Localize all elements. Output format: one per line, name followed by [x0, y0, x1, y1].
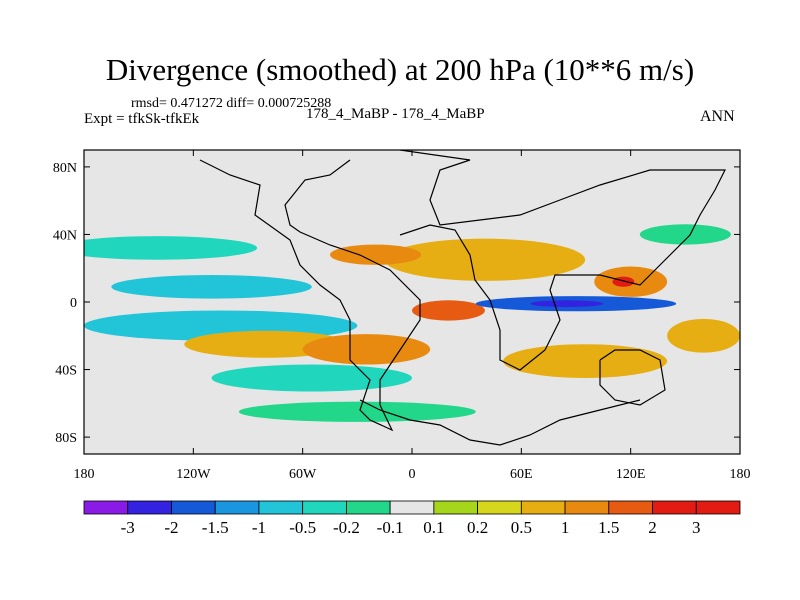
case-label: 178_4_MaBP - 178_4_MaBP: [306, 106, 485, 122]
colorbar-box: [389, 500, 435, 515]
field-nh-atlantic-pos: [330, 244, 422, 265]
chart-title: Divergence (smoothed) at 200 hPa (10**6 …: [105, 52, 695, 87]
x-tick-label: 120W: [176, 467, 211, 482]
colorbar-label: 0.5: [511, 518, 532, 537]
colorbar-label: 1: [561, 518, 570, 537]
x-tick-label: 60E: [510, 467, 533, 482]
coastline-americas: [199, 159, 421, 432]
y-tick-label: 80N: [53, 161, 77, 176]
colorbar-box: [302, 500, 347, 515]
colorbar-label: -1: [252, 518, 266, 537]
x-tick-label: 120E: [616, 467, 646, 482]
x-tick-label: 0: [409, 467, 416, 482]
season-label: ANN: [700, 108, 735, 125]
colorbar-box: [520, 500, 566, 515]
colorbar-label: -0.1: [377, 518, 404, 537]
y-tick-label: 40N: [53, 228, 77, 243]
field-sh-high-neg: [238, 401, 476, 422]
field-south-indian-pos: [503, 344, 668, 378]
colorbar-box: [564, 500, 610, 515]
colorbar-box: [608, 500, 653, 515]
field-indo-pacific-core: [530, 300, 604, 308]
coastline-antarctica: [359, 399, 641, 446]
field-wpac-core: [612, 276, 635, 287]
colorbar-box: [214, 500, 260, 515]
field-sh-atlantic-pos: [302, 334, 431, 365]
y-tick-label: 80S: [55, 431, 77, 446]
map-axes: 180 120W 60W 0 60E 120E 180 80N 40N 0 40S 80S: [53, 150, 751, 482]
colorbar-label: -0.2: [333, 518, 360, 537]
x-tick-label: 60W: [289, 467, 317, 482]
coastline-afro-eurasia: [399, 150, 726, 371]
colorbar-box: [477, 500, 522, 515]
colorbar-box: [258, 500, 304, 515]
rmsd-diff-stats: rmsd= 0.471272 diff= 0.000725288: [131, 96, 332, 111]
colorbar-box: [695, 500, 741, 515]
colorbar-label: 1.5: [598, 518, 619, 537]
colorbar: -3 -2 -1.5 -1 -0.5 -0.2 -0.1 0.1 0.2 0.5 1 1.5 2 3: [83, 500, 741, 537]
field-east-pac-pos: [667, 318, 740, 353]
field-nh-high-neg: [639, 224, 731, 245]
colorbar-label: 0.1: [423, 518, 444, 537]
colorbar-label: -3: [121, 518, 135, 537]
colorbar-box: [345, 500, 391, 515]
colorbar-label: -2: [164, 518, 178, 537]
x-tick-label: 180: [74, 467, 95, 482]
field-eq-north-band: [111, 274, 312, 299]
colorbar-box: [83, 500, 129, 515]
colorbar-label: -1.5: [202, 518, 229, 537]
colorbar-box: [652, 500, 697, 515]
y-tick-label: 0: [70, 296, 77, 311]
field-africa-center: [412, 300, 485, 321]
colorbar-label: 2: [648, 518, 657, 537]
colorbar-box: [433, 500, 479, 515]
colorbar-box: [171, 500, 216, 515]
y-tick-label: 40S: [55, 364, 77, 379]
x-tick-label: 180: [730, 467, 751, 482]
colorbar-label: 3: [692, 518, 701, 537]
field-north-band: [84, 236, 258, 260]
colorbar-label: 0.2: [467, 518, 488, 537]
colorbar-box: [127, 500, 172, 515]
coastline-australia: [599, 349, 666, 406]
colorbar-label: -0.5: [289, 518, 316, 537]
experiment-label: Expt = tfkSk-tfkEk: [84, 111, 200, 127]
field-nh-eurasia-pos: [384, 238, 586, 281]
